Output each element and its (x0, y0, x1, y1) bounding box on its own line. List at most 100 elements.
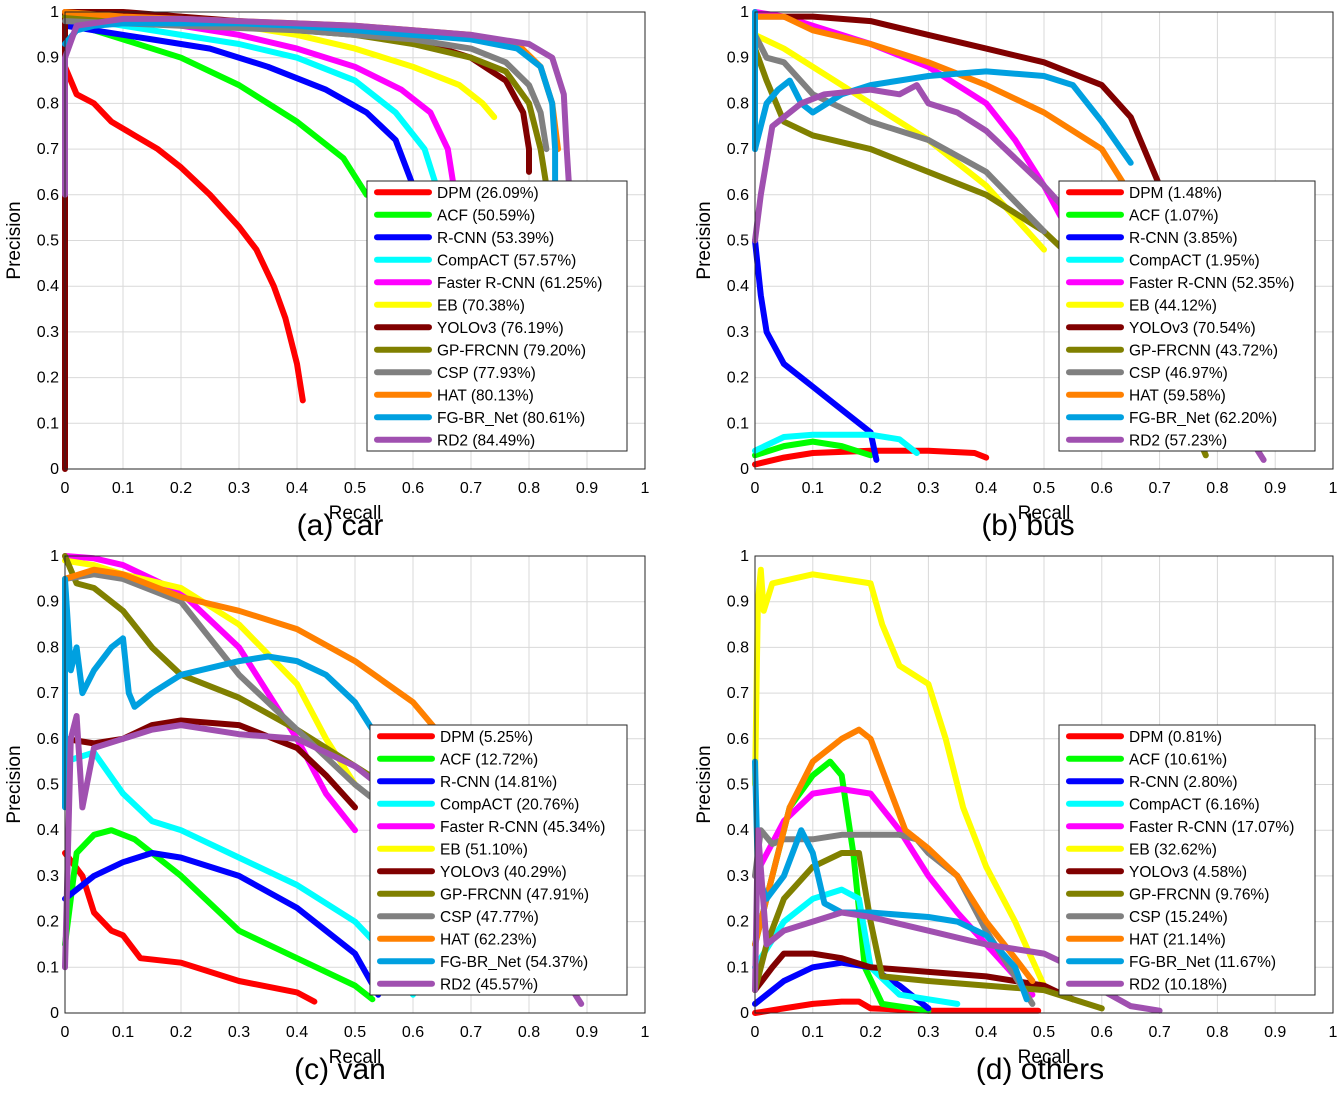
y-tick-label: 0.9 (727, 50, 749, 67)
y-axis-label: Precision (694, 745, 715, 823)
series-line-6 (752, 31, 1047, 253)
legend-entry-label: Faster R-CNN (52.35%) (1129, 275, 1294, 292)
x-tick-label: 0.3 (917, 1024, 939, 1041)
x-tick-label: 0.6 (402, 1024, 424, 1041)
legend-box (1058, 724, 1316, 996)
y-tick-label: 0.9 (727, 594, 749, 611)
series-line-5 (62, 553, 358, 834)
y-tick-label: 0.8 (37, 95, 59, 112)
legend-entry-label: Faster R-CNN (61.25%) (437, 275, 602, 292)
x-tick-label: 0.7 (1148, 480, 1170, 497)
legend: DPM (0.81%) ACF (10.61%) R-CNN (2.80%) Comp… (1058, 724, 1316, 996)
series-line-4 (62, 13, 440, 189)
y-tick-label: 0.6 (37, 731, 59, 748)
legend-entry-label: R-CNN (53.39%) (437, 230, 554, 247)
y-tick-label: 0.2 (727, 370, 749, 387)
y-tick-label: 1 (740, 4, 749, 21)
x-tick-label: 0.4 (975, 1024, 997, 1041)
chart-panel-1: 0 0.1 0.2 0.3 0.4 0.5 0.6 0.7 0.8 0.9 1 0 0.1 0.2 0.3 0… (4, 4, 650, 542)
y-tick-label: 0.5 (727, 233, 749, 250)
legend-entry-label: RD2 (57.23%) (1129, 432, 1227, 449)
legend-entry-label: EB (51.10%) (440, 841, 528, 858)
legend-entry-label: CompACT (1.95%) (1129, 252, 1260, 269)
legend: DPM (1.48%) ACF (1.07%) R-CNN (3.85%) CompA… (1058, 180, 1316, 452)
axes-box (754, 555, 1334, 1014)
y-tick-label: 0.2 (37, 914, 59, 931)
legend-entry-label: YOLOv3 (40.29%) (440, 864, 567, 881)
x-tick-label: 0 (751, 1024, 760, 1041)
y-tick-label: 0.3 (37, 324, 59, 341)
legend-box (1058, 180, 1316, 452)
series-line-3 (62, 850, 382, 998)
panel-caption: (a) car (297, 509, 384, 542)
panel-caption: (c) van (294, 1053, 386, 1086)
x-tick-label: 0.3 (228, 1024, 250, 1041)
y-tick-label: 0.1 (37, 959, 59, 976)
legend-entry-label: FG-BR_Net (62.20%) (1129, 410, 1277, 427)
legend-entry-label: RD2 (45.57%) (440, 976, 538, 993)
legend-entry-label: HAT (80.13%) (437, 387, 534, 404)
x-tick-label: 0.7 (1148, 1024, 1170, 1041)
panel-caption: (b) bus (981, 509, 1074, 542)
y-tick-label: 0.6 (37, 187, 59, 204)
x-tick-label: 0.2 (859, 480, 881, 497)
y-axis-label: Precision (4, 201, 25, 279)
x-tick-label: 0.1 (802, 480, 824, 497)
y-tick-label: 0.7 (37, 141, 59, 158)
legend-entry-label: DPM (0.81%) (1129, 729, 1222, 746)
series-line-9 (752, 31, 1047, 235)
legend-entry-label: CSP (46.97%) (1129, 365, 1228, 382)
x-tick-label: 0.8 (518, 1024, 540, 1041)
legend-box (369, 724, 628, 996)
legend-entry-label: Faster R-CNN (17.07%) (1129, 819, 1294, 836)
series-line-5 (752, 786, 1036, 998)
y-tick-label: 0.3 (37, 868, 59, 885)
x-tick-label: 0 (751, 480, 760, 497)
series-line-11 (62, 575, 422, 994)
legend-entry-label: Faster R-CNN (45.34%) (440, 819, 605, 836)
series-line-8 (752, 850, 1105, 1012)
legend-entry-label: ACF (10.61%) (1129, 751, 1227, 768)
y-tick-label: 0 (740, 461, 749, 478)
x-tick-label: 0.7 (460, 1024, 482, 1041)
y-tick-label: 1 (50, 548, 59, 565)
x-tick-label: 0.9 (576, 480, 598, 497)
axes-box (64, 11, 646, 470)
legend-entry-label: R-CNN (14.81%) (440, 774, 557, 791)
y-tick-label: 0.6 (727, 187, 749, 204)
y-tick-label: 0.5 (37, 233, 59, 250)
y-tick-label: 0.9 (37, 50, 59, 67)
series-line-1 (62, 850, 318, 1005)
series-line-4 (752, 886, 961, 1007)
chart-panel-3: 0 0.1 0.2 0.3 0.4 0.5 0.6 0.7 0.8 0.9 1 0 0.1 0.2 0.3 0… (4, 548, 650, 1086)
axes-box (754, 11, 1334, 470)
y-tick-label: 0.3 (727, 868, 749, 885)
legend: DPM (26.09%) ACF (50.59%) R-CNN (53.39%) Co… (366, 180, 628, 452)
y-tick-label: 0.5 (37, 777, 59, 794)
legend-entry-label: CSP (47.77%) (440, 909, 539, 926)
legend-entry-label: GP-FRCNN (9.76%) (1129, 886, 1269, 903)
chart-panel-4: 0 0.1 0.2 0.3 0.4 0.5 0.6 0.7 0.8 0.9 1 0 0.1 0.2 0.3 0… (694, 548, 1338, 1086)
series-line-4 (752, 431, 920, 456)
x-tick-label: 0.4 (286, 480, 308, 497)
legend-entry-label: RD2 (84.49%) (437, 432, 535, 449)
legend-entry-label: R-CNN (2.80%) (1129, 774, 1238, 791)
x-tick-label: 1 (1329, 1024, 1338, 1041)
legend-entry-label: CompACT (6.16%) (1129, 796, 1260, 813)
legend-entry-label: DPM (1.48%) (1129, 185, 1222, 202)
x-tick-label: 0.2 (170, 480, 192, 497)
legend-entry-label: R-CNN (3.85%) (1129, 230, 1238, 247)
y-tick-label: 0.7 (727, 141, 749, 158)
series-line-3 (752, 237, 880, 463)
x-tick-label: 0.2 (170, 1024, 192, 1041)
series-line-11 (62, 20, 559, 198)
series-line-1 (752, 447, 990, 468)
legend-entry-label: ACF (1.07%) (1129, 207, 1219, 224)
legend-entry-label: FG-BR_Net (54.37%) (440, 954, 588, 971)
legend-box (366, 180, 628, 452)
y-tick-label: 0 (50, 1005, 59, 1022)
legend-entry-label: HAT (21.14%) (1129, 931, 1226, 948)
x-tick-label: 0.5 (344, 1024, 366, 1041)
